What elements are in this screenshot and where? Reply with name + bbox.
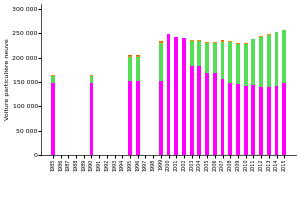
Bar bbox=[251, 39, 255, 85]
Bar bbox=[274, 86, 278, 155]
Bar bbox=[136, 55, 140, 56]
Bar bbox=[136, 57, 140, 81]
Bar bbox=[136, 56, 140, 57]
Y-axis label: Voiture particulière neuve: Voiture particulière neuve bbox=[4, 39, 10, 120]
Bar bbox=[51, 83, 55, 155]
Bar bbox=[228, 41, 232, 42]
Bar bbox=[220, 41, 224, 78]
Bar bbox=[190, 40, 194, 41]
Bar bbox=[190, 41, 194, 66]
Bar bbox=[128, 56, 132, 57]
Bar bbox=[259, 37, 263, 87]
Bar bbox=[228, 42, 232, 83]
Bar bbox=[213, 73, 217, 155]
Bar bbox=[236, 43, 240, 44]
Bar bbox=[89, 83, 93, 155]
Bar bbox=[213, 43, 217, 73]
Bar bbox=[267, 35, 271, 87]
Bar bbox=[159, 43, 163, 81]
Bar bbox=[205, 43, 209, 73]
Bar bbox=[244, 86, 247, 155]
Bar bbox=[267, 34, 271, 35]
Bar bbox=[128, 57, 132, 81]
Bar bbox=[197, 40, 201, 41]
Bar bbox=[205, 42, 209, 43]
Bar bbox=[197, 41, 201, 66]
Bar bbox=[136, 81, 140, 155]
Bar bbox=[251, 85, 255, 155]
Bar bbox=[244, 43, 247, 86]
Bar bbox=[274, 32, 278, 86]
Bar bbox=[167, 34, 170, 155]
Bar bbox=[213, 42, 217, 43]
Bar bbox=[282, 30, 286, 83]
Bar bbox=[259, 36, 263, 37]
Bar bbox=[190, 66, 194, 155]
Bar bbox=[159, 41, 163, 43]
Bar bbox=[228, 83, 232, 155]
Bar bbox=[89, 76, 93, 83]
Bar bbox=[174, 37, 178, 155]
Bar bbox=[267, 87, 271, 155]
Bar bbox=[205, 73, 209, 155]
Bar bbox=[259, 87, 263, 155]
Bar bbox=[51, 75, 55, 76]
Bar bbox=[159, 81, 163, 155]
Bar bbox=[197, 66, 201, 155]
Bar bbox=[128, 81, 132, 155]
Bar bbox=[236, 44, 240, 84]
Bar bbox=[220, 40, 224, 41]
Bar bbox=[182, 38, 186, 155]
Bar bbox=[89, 75, 93, 76]
Bar bbox=[51, 76, 55, 83]
Bar bbox=[236, 84, 240, 155]
Bar bbox=[220, 78, 224, 155]
Bar bbox=[128, 55, 132, 56]
Bar bbox=[282, 83, 286, 155]
